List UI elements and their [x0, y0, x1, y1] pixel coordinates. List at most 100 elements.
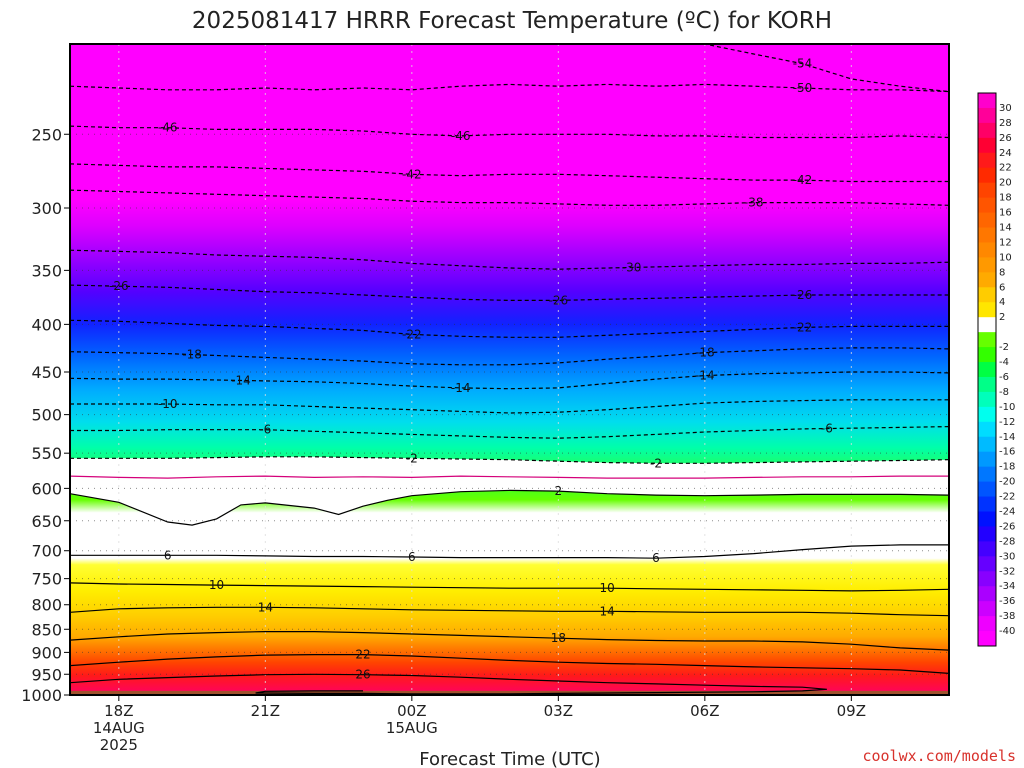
plot-area: -54-50-46-46-42 -42-38-30-26-26 -26-22 -22-…: [70, 44, 949, 695]
colorbar-swatch: [978, 212, 996, 229]
colorbar-swatch: [978, 257, 996, 273]
colorbar-swatch: [978, 601, 996, 617]
time-tick-label: 21Z: [251, 702, 280, 720]
colorbar-label: -28: [999, 536, 1015, 547]
colorbar-label: -30: [999, 551, 1015, 562]
isotherm--54: [701, 44, 949, 93]
pressure-tick-label: 650: [31, 512, 62, 531]
colorbar-label: -16: [999, 447, 1015, 458]
colorbar-label: 20: [999, 178, 1012, 189]
isotherm-label: 2: [555, 484, 563, 498]
colorbar-label: -32: [999, 566, 1015, 577]
colorbar-label: -18: [999, 462, 1015, 473]
colorbar-label: 28: [999, 118, 1012, 129]
isotherm-label: -26: [549, 293, 569, 307]
colorbar-swatch: [978, 272, 996, 288]
pressure-tick-label: 500: [31, 406, 62, 425]
isotherm-22: [70, 654, 949, 674]
isotherm-label: -14: [231, 373, 251, 387]
colorbar-swatch: [978, 317, 996, 333]
colorbar-swatch: [978, 242, 996, 258]
colorbar-label: -8: [999, 387, 1009, 398]
pressure-tick-label: 700: [31, 542, 62, 561]
isotherm-label: 26: [355, 668, 370, 682]
colorbar-label: -24: [999, 506, 1015, 517]
colorbar-swatch: [978, 332, 996, 348]
colorbar-swatch: [978, 93, 996, 109]
x-axis-label: Forecast Time (UTC): [419, 749, 600, 768]
colorbar-label: -26: [999, 521, 1015, 532]
isotherm-label: 6: [408, 550, 416, 564]
colorbar-label: 10: [999, 252, 1012, 263]
colorbar-label: 4: [999, 297, 1005, 308]
pressure-tick-label: 850: [31, 620, 62, 639]
colorbar-frame: [977, 92, 997, 647]
isotherm-0: [70, 475, 949, 479]
isotherm-6: [70, 544, 949, 559]
colorbar-label: -38: [999, 611, 1015, 622]
colorbar-swatch: [978, 227, 996, 243]
pressure-tick-label: 750: [31, 570, 62, 589]
isotherm-label: 6: [652, 551, 660, 565]
freezing-level-band: [70, 456, 949, 526]
colorbar-swatch: [978, 436, 996, 453]
colorbar-swatch: [978, 197, 996, 214]
time-tick-label: 18Z: [104, 702, 133, 720]
colorbar-swatch: [978, 122, 996, 139]
colorbar-swatch: [978, 362, 996, 378]
colorbar-label: -4: [999, 357, 1009, 368]
isotherm-label: -38: [744, 196, 764, 210]
isotherm-label: -54: [793, 57, 813, 71]
colorbar-swatch: [978, 526, 996, 542]
pressure-axis-ticks: 250 300 350 400 450 500 550 600 650 700 750 800 850 9…: [21, 125, 70, 705]
colorbar-swatch: [978, 406, 996, 423]
colorbar-label: 16: [999, 208, 1012, 219]
isotherm-14: [70, 606, 949, 617]
isotherm-2: [70, 489, 949, 526]
isotherm-label: -42: [793, 173, 813, 187]
pressure-tick-label: 400: [31, 315, 62, 334]
colorbar-label: 18: [999, 193, 1012, 204]
isotherm-label: -22: [402, 327, 422, 341]
isotherm-label: -26: [793, 288, 813, 302]
colorbar-swatch: [978, 182, 996, 199]
colorbar-swatch: [978, 287, 996, 303]
colorbar-label: 24: [999, 148, 1012, 159]
isotherm-label: -2: [650, 456, 662, 470]
isotherm-10: [70, 582, 949, 592]
colorbar-swatch: [978, 152, 996, 169]
isotherm-label: -50: [793, 81, 813, 95]
colorbar-swatch: [978, 556, 996, 572]
colorbar-label: 8: [999, 267, 1005, 278]
colorbar-swatch: [978, 586, 996, 602]
colorbar-swatch: [978, 167, 996, 184]
pressure-tick-label: 550: [31, 444, 62, 463]
colorbar-label: -34: [999, 581, 1015, 592]
colorbar-label: -22: [999, 492, 1015, 503]
colorbar-swatch: [978, 466, 996, 483]
colorbar-swatch: [978, 481, 996, 498]
colorbar-label: 12: [999, 237, 1012, 248]
colorbar-swatch: [978, 631, 996, 647]
colorbar-label: 14: [999, 223, 1012, 234]
colorbar-legend: 30 28 26 24 22 20 18 16 14 12 10 8 6 4 2 -2 -4 -6 -8 -10 -12…: [977, 92, 1015, 647]
isotherm-26: [70, 673, 827, 695]
colorbar-label: -2: [999, 342, 1009, 353]
pressure-tick-label: 450: [31, 363, 62, 382]
isotherm-label: -30: [622, 260, 642, 274]
isotherm-label: 10: [209, 578, 224, 592]
colorbar-label: -36: [999, 596, 1015, 607]
pressure-tick-label: 250: [31, 125, 62, 144]
colorbar-swatch: [978, 541, 996, 557]
pressure-tick-label: 800: [31, 596, 62, 615]
colorbar-swatch: [978, 137, 996, 154]
isotherm-label: -18: [182, 348, 202, 362]
pressure-tick-label: 950: [31, 665, 62, 684]
colorbar-swatch: [978, 302, 996, 318]
isotherm-label: -2: [406, 451, 418, 465]
colorbar-label: -40: [999, 626, 1015, 637]
isotherm-contours: [70, 44, 949, 695]
time-tick-label: 2025: [100, 736, 138, 754]
colorbar-swatch: [978, 376, 996, 393]
colorbar-swatch: [978, 347, 996, 363]
